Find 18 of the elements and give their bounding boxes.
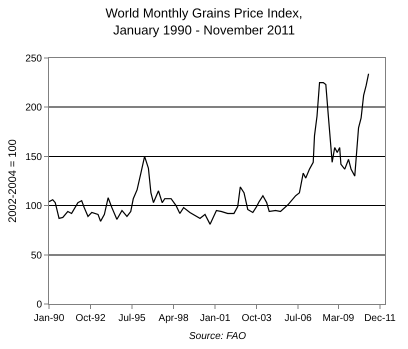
chart-title: World Monthly Grains Price Index, January 1990 - November 2011 — [106, 5, 302, 38]
y-tick-label: 250 — [25, 54, 42, 64]
x-tick-label: Jan-01 — [200, 313, 231, 324]
y-axis-title: 2002-2004 = 100 — [6, 139, 19, 223]
x-tick-label: Mar-09 — [322, 313, 355, 324]
y-tick-label: 200 — [25, 102, 42, 114]
x-tick-label: Dec-11 — [364, 313, 396, 324]
x-tick-label: Apr-98 — [158, 313, 189, 324]
y-tick-label: 50 — [30, 250, 42, 262]
y-tick-label: 0 — [36, 300, 42, 310]
x-tick-label: Jan-90 — [34, 313, 65, 324]
x-tick-label: Jul-95 — [118, 313, 146, 324]
x-tick-label: Oct-92 — [76, 313, 106, 324]
source-note: Source: FAO — [189, 331, 246, 342]
x-tick-label: Jul-06 — [284, 313, 312, 324]
x-tick-label: Oct-03 — [242, 313, 272, 324]
y-tick-label: 150 — [25, 152, 42, 163]
y-tick-label: 100 — [25, 201, 42, 212]
